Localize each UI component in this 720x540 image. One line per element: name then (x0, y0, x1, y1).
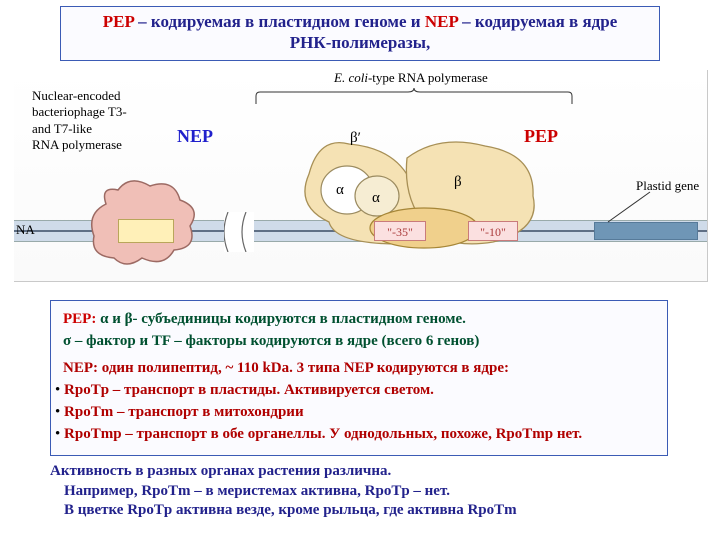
title-line2: РНК-полимеразы, (290, 33, 430, 52)
plastid-gene-label: Plastid gene (636, 178, 699, 194)
out1: Активность в разных органах растения раз… (50, 463, 391, 479)
nep-gene-box (118, 219, 174, 243)
nep-big-label: NEP (177, 126, 213, 147)
pep-big-label: PEP (524, 126, 558, 147)
diagram-panel: Nuclear-encoded bacteriophage T3- and T7… (14, 70, 708, 282)
rpo-tmp: RpoTmp – транспорт в обе органеллы. У од… (53, 424, 657, 444)
out2: Например, RpoTm – в меристемах активна, … (64, 483, 450, 499)
title-pep: PEP (103, 12, 134, 31)
alpha1-label: α (336, 182, 344, 199)
promoter-10: "-10" (468, 221, 518, 241)
outside-lines: Активность в разных органах растения раз… (50, 462, 670, 521)
dna-label: NA (16, 222, 35, 238)
title-t1: – кодируемая в пластидном геноме и (138, 12, 425, 31)
promoter-35: "-35" (374, 221, 426, 241)
pep-bracket (254, 88, 574, 106)
pep-line2: σ – фактор и TF – факторы кодируются в я… (63, 331, 657, 351)
nep-desc: Nuclear-encoded bacteriophage T3- and T7… (32, 88, 127, 153)
title-t2: – кодируемая в ядре (462, 12, 617, 31)
title-nep: NEP (425, 12, 458, 31)
betaprime-label: β′ (350, 130, 361, 147)
rpo-tp: RpoTp – транспорт в пластиды. Активирует… (53, 380, 657, 400)
nep-line: NEP: один полипептид, ~ 110 kDa. 3 типа … (63, 358, 657, 378)
alpha2-label: α (372, 190, 380, 207)
out3: В цветке RpoTp активна везде, кроме рыль… (64, 502, 517, 518)
rpo-tm: RpoTm – транспорт в митохондрии (53, 402, 657, 422)
pep-line1: PEP: α и β- субъединицы кодируются в пла… (63, 309, 657, 329)
body-text-box: PEP: α и β- субъединицы кодируются в пла… (50, 300, 668, 456)
beta-label: β (454, 174, 462, 191)
title-box: PEP – кодируемая в пластидном геноме и N… (60, 6, 660, 61)
ecoli-label: E. coli-type RNA polymerase (334, 70, 488, 86)
dna-break (224, 212, 254, 252)
